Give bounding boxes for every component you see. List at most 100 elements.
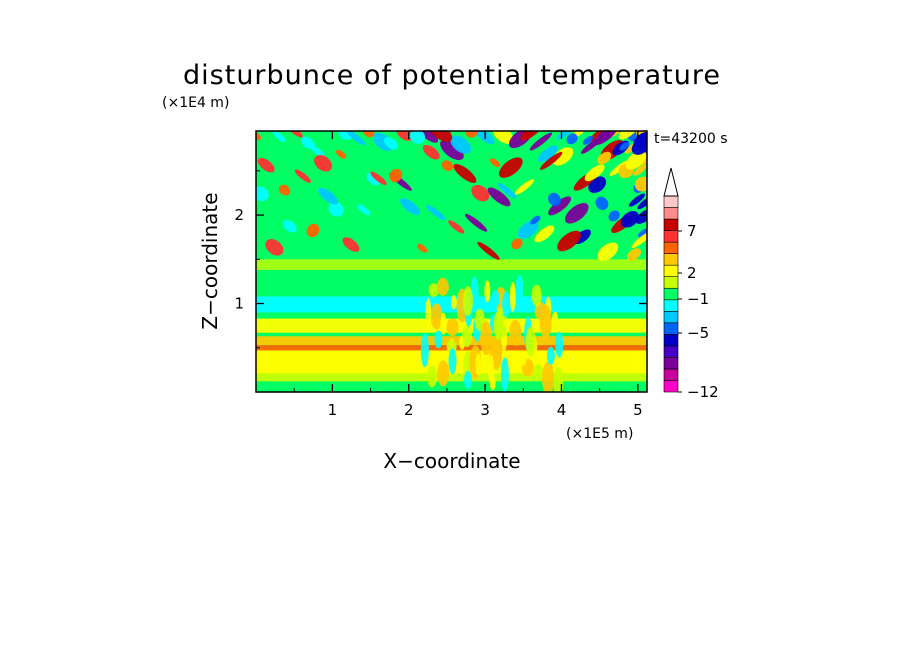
field-cell [491,289,500,308]
field-cell [389,168,403,183]
time-label: t=43200 s [654,131,728,147]
field-cell [471,184,490,202]
field-cell [594,131,618,145]
field-cell [497,182,517,199]
field-cell [462,325,473,348]
field-cell [619,141,630,151]
field-cell [514,179,535,195]
field-cell [272,131,287,143]
colorbar-extend-arrow [663,167,679,197]
field-cell [464,213,488,232]
colorbar-swatch [663,299,679,312]
field-cell [628,193,646,207]
field-cell [582,136,593,145]
field-cell [548,196,572,216]
field-cell [542,361,555,392]
colorbar-swatch [663,368,679,381]
y-tick-label: 1 [234,295,244,313]
colorbar-label: 2 [687,264,697,282]
field-cell [520,352,527,367]
field-cell [450,135,472,154]
field-cell [300,136,315,150]
y-axis: 12 [234,170,647,349]
field-cell [440,312,447,335]
field-cell [257,157,275,173]
x-tick-label: 4 [557,401,567,419]
colorbar-label: −12 [687,383,719,401]
field-cell [496,323,507,338]
field-cell [638,228,647,238]
field-cell [306,223,320,238]
field-cell [462,286,473,317]
field-cell [396,131,415,141]
field-cell [278,184,291,196]
field-cell [517,220,539,239]
field-cell [370,171,387,185]
field-cell [487,187,511,207]
field-cell [434,330,443,349]
field-cell [631,232,647,248]
field-cell [484,280,491,303]
contour-field [256,131,647,392]
field-cell [426,204,446,221]
field-cell [515,274,524,301]
field-cell [437,360,450,387]
field-cell [400,198,420,215]
colorbar-swatch [663,276,679,289]
field-cell [548,192,561,207]
colorbar: 7 2 −1 −5 −12 [663,167,719,401]
field-cell [311,146,325,158]
field-cell [409,131,426,144]
field-cell [342,237,360,252]
colorbar-swatch [663,207,679,220]
x-scale-label: (×1E5 m) [566,426,633,442]
field-cell [488,354,495,385]
field-cell [566,133,578,145]
field-cell [537,145,558,163]
field-cell [474,308,485,331]
field-cell [440,139,464,161]
field-cell [525,326,536,357]
field-cell [588,131,611,143]
field-cell [620,211,639,228]
plot-frame [255,130,648,393]
y-scale-label: (×1E4 m) [162,95,229,111]
field-cell [595,196,609,210]
field-cell [420,333,429,368]
field-cell [597,242,619,261]
field-cell [637,196,647,210]
field-cell [557,230,581,252]
colorbar-swatch [663,253,679,266]
field-cell [626,248,641,261]
field-cell [463,370,472,389]
field-cell [489,158,501,168]
colorbar-swatch [663,218,679,231]
colorbar-swatch [663,230,679,243]
field-cell [540,151,563,170]
field-cell [555,331,564,358]
field-cell [265,239,284,256]
field-cell [357,204,371,216]
chart-title: disturbunce of potential temperature [183,60,721,91]
field-cell [282,219,297,233]
colorbar-swatch [663,334,679,347]
field-cell [448,220,465,234]
field-cell [425,298,432,329]
field-cell [480,321,493,356]
field-cell [509,319,522,346]
field-cell [338,131,354,141]
field-cell [597,151,612,165]
colorbar-swatch [663,322,679,335]
field-cell [427,365,438,388]
colorbar-swatch [663,357,679,370]
field-cell [552,147,574,166]
field-cell [417,243,428,253]
colorbar-swatch [663,380,679,393]
field-cell [363,131,375,138]
field-cell [314,154,333,172]
colorbar-swatch [663,195,679,208]
y-axis-label: Z−coordinate [198,192,222,329]
field-cell [256,131,262,140]
x-axis: 1 2 3 4 5 [293,131,643,419]
